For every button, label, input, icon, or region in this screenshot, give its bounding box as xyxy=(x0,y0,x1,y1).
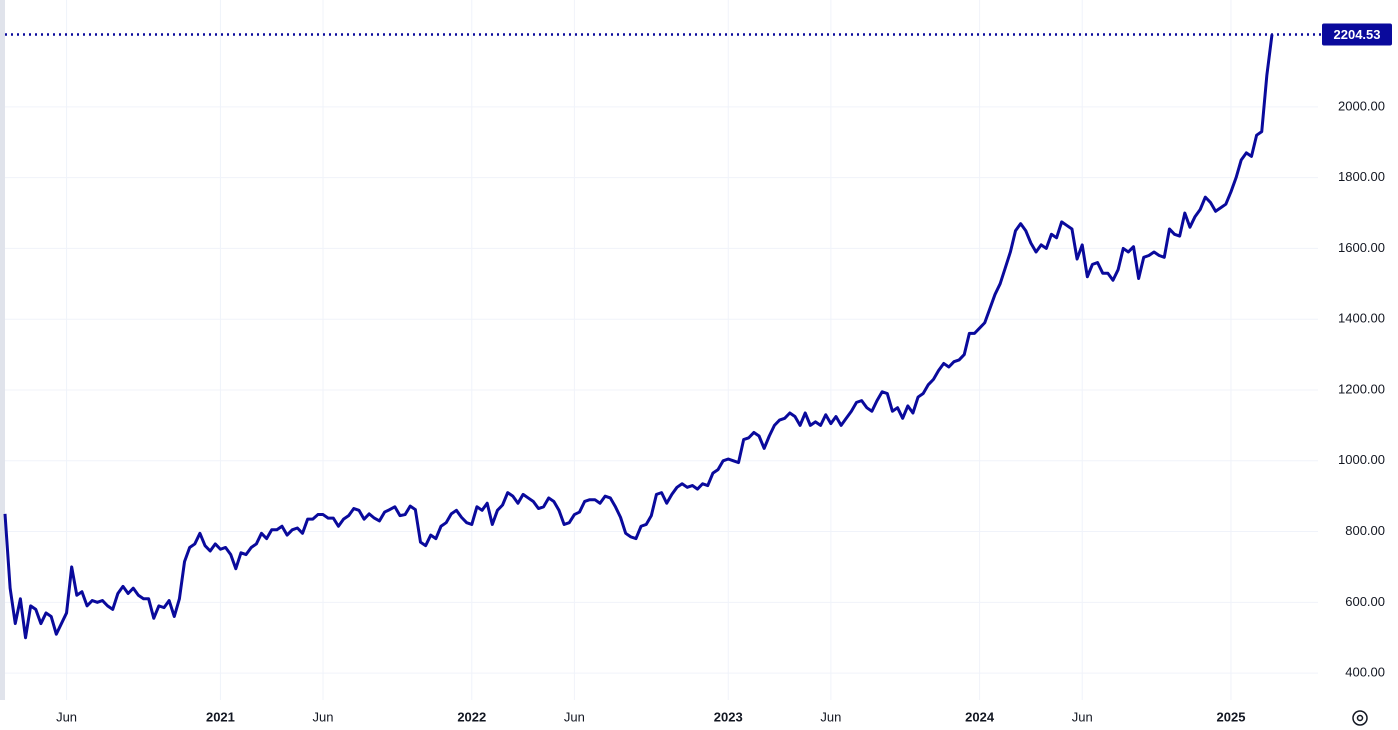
price-line xyxy=(3,34,1274,640)
x-tick-label: 2023 xyxy=(714,709,743,724)
y-tick-label: 1800.00 xyxy=(1338,169,1385,184)
y-tick-label: 600.00 xyxy=(1345,594,1385,609)
gear-outer xyxy=(1352,710,1368,726)
x-tick-label: Jun xyxy=(1072,709,1093,724)
y-tick-label: 1000.00 xyxy=(1338,452,1385,467)
last-value-badge xyxy=(1322,23,1392,46)
x-tick-label: 2025 xyxy=(1217,709,1246,724)
x-tick-label: Jun xyxy=(564,709,585,724)
y-tick-label: 2000.00 xyxy=(1338,98,1385,113)
y-tick-label: 1200.00 xyxy=(1338,381,1385,396)
grid xyxy=(5,0,1318,700)
gear-inner xyxy=(1356,714,1364,722)
y-tick-label: 1400.00 xyxy=(1338,311,1385,326)
y-tick-label: 400.00 xyxy=(1345,665,1385,680)
last-value-label: 2204.53 xyxy=(1334,27,1381,42)
x-tick-label: 2024 xyxy=(965,709,995,724)
x-tick-label: Jun xyxy=(820,709,841,724)
y-tick-label: 1600.00 xyxy=(1338,240,1385,255)
x-tick-label: Jun xyxy=(56,709,77,724)
x-tick-label: Jun xyxy=(313,709,334,724)
settings-icon[interactable] xyxy=(1352,710,1368,726)
x-tick-label: 2021 xyxy=(206,709,235,724)
y-tick-label: 800.00 xyxy=(1345,523,1385,538)
x-tick-label: 2022 xyxy=(457,709,486,724)
